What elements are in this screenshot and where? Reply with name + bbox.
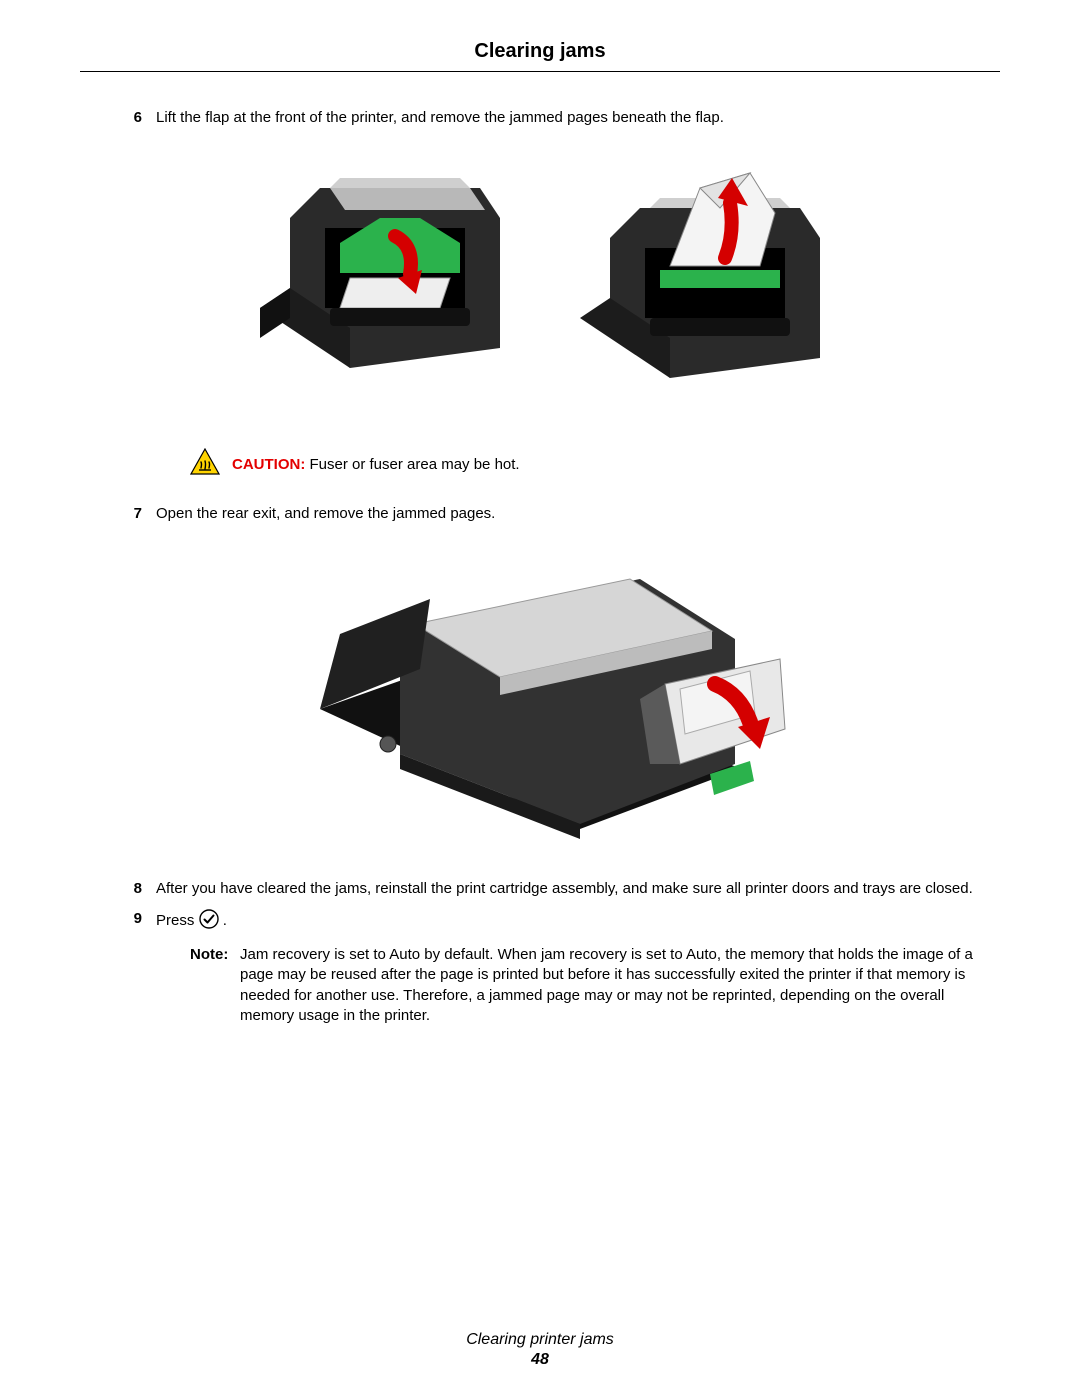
caution-body: Fuser or fuser area may be hot. [305, 456, 519, 473]
step-8: 8 After you have cleared the jams, reins… [80, 879, 1000, 899]
step-text: Open the rear exit, and remove the jamme… [156, 504, 976, 524]
footer-page-number: 48 [0, 1351, 1080, 1369]
step-text: Lift the flap at the front of the printe… [156, 108, 976, 128]
select-button-icon [199, 909, 219, 929]
footer-section: Clearing printer jams [466, 1331, 614, 1348]
note-text: Jam recovery is set to Auto by default. … [240, 945, 976, 1026]
figure-printer-paper-pull [550, 158, 850, 408]
step-7: 7 Open the rear exit, and remove the jam… [80, 504, 1000, 524]
note-label: Note: [190, 945, 234, 1026]
step-9-before: Press [156, 912, 199, 929]
caution-text: CAUTION: Fuser or fuser area may be hot. [232, 456, 520, 473]
step-text: Press . [156, 909, 976, 931]
figure-printer-front-flap [230, 158, 530, 408]
figure-printer-rear-exit [280, 539, 800, 849]
step-7-figure [80, 539, 1000, 849]
step-number: 7 [128, 504, 142, 524]
page-root: Clearing jams 6 Lift the flap at the fro… [0, 0, 1080, 1397]
page-title: Clearing jams [80, 40, 1000, 72]
step-number: 8 [128, 879, 142, 899]
step-9-after: . [223, 912, 227, 929]
step-9: 9 Press . [80, 909, 1000, 931]
caution-label: CAUTION: [232, 456, 305, 473]
caution-row: CAUTION: Fuser or fuser area may be hot. [190, 448, 1000, 480]
step-number: 6 [128, 108, 142, 128]
step-text: After you have cleared the jams, reinsta… [156, 879, 976, 899]
step-number: 9 [128, 909, 142, 931]
step-6: 6 Lift the flap at the front of the prin… [80, 108, 1000, 128]
page-footer: Clearing printer jams 48 [0, 1331, 1080, 1369]
caution-icon [190, 448, 220, 480]
step-6-figures [80, 158, 1000, 408]
note-block: Note: Jam recovery is set to Auto by def… [80, 945, 1000, 1026]
